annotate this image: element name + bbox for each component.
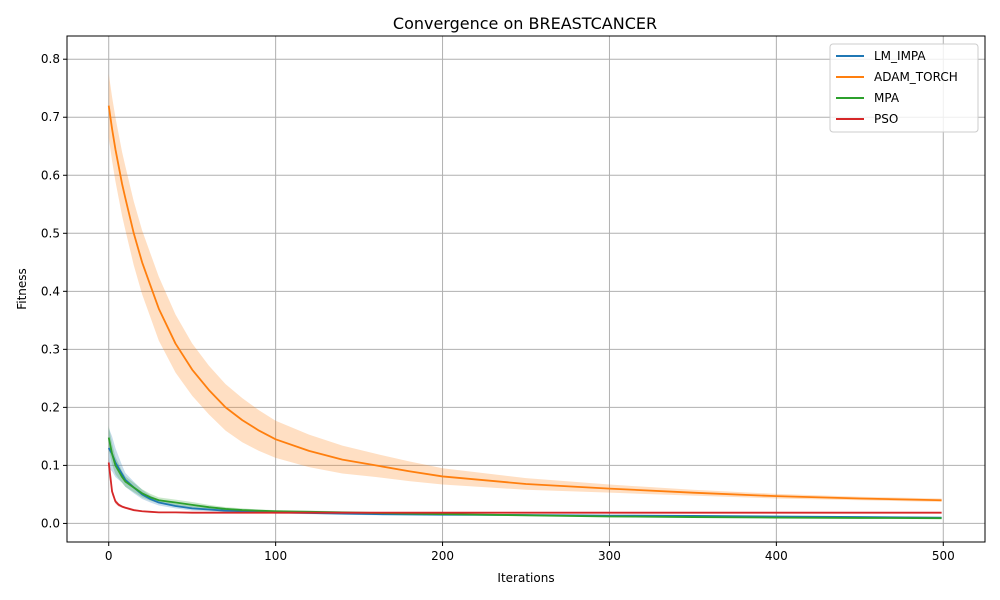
x-tick-label: 100 xyxy=(264,549,287,563)
y-tick-label: 0.1 xyxy=(41,458,60,472)
y-axis-ticks: 0.0 0.1 0.2 0.3 0.4 0.5 0.6 0.7 0.8 xyxy=(41,52,67,530)
legend: LM_IMPA ADAM_TORCH MPA PSO xyxy=(829,43,979,133)
y-tick-label: 0.2 xyxy=(41,400,60,414)
y-tick-label: 0.0 xyxy=(41,516,60,530)
legend-label-mpa: MPA xyxy=(874,91,900,105)
pso-line xyxy=(107,462,942,514)
grid xyxy=(67,36,985,542)
legend-label-adam-torch: ADAM_TORCH xyxy=(874,70,958,84)
x-axis-title: Iterations xyxy=(497,571,554,585)
x-tick-label: 300 xyxy=(598,549,621,563)
y-tick-label: 0.4 xyxy=(41,284,60,298)
x-tick-label: 200 xyxy=(431,549,454,563)
chart-title: Convergence on BREASTCANCER xyxy=(393,14,657,33)
legend-box xyxy=(829,43,979,133)
plot-frame xyxy=(66,35,986,543)
y-axis-title: Fitness xyxy=(15,268,29,310)
y-tick-label: 0.5 xyxy=(41,226,60,240)
adam-torch-line xyxy=(107,105,942,502)
legend-label-pso: PSO xyxy=(874,112,898,126)
x-tick-label: 500 xyxy=(932,549,955,563)
y-tick-label: 0.3 xyxy=(41,342,60,356)
legend-label-lm-impa: LM_IMPA xyxy=(874,49,926,63)
y-tick-label: 0.8 xyxy=(41,52,60,66)
x-tick-label: 400 xyxy=(765,549,788,563)
series-lines xyxy=(107,105,942,520)
y-tick-label: 0.7 xyxy=(41,110,60,124)
y-tick-label: 0.6 xyxy=(41,168,60,182)
x-axis-ticks: 0 100 200 300 400 500 xyxy=(105,542,955,563)
mpa-line xyxy=(107,437,942,520)
x-tick-label: 0 xyxy=(105,549,113,563)
